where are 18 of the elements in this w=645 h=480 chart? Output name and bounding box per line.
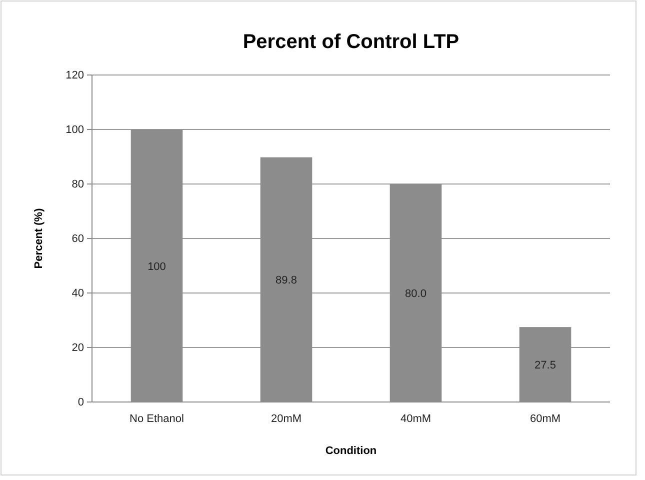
y-tick-label: 20 [72, 342, 84, 354]
chart-title: Percent of Control LTP [242, 31, 460, 53]
x-tick-label: 60mM [530, 412, 561, 425]
data-label: 100 [148, 260, 166, 273]
y-tick-label: 0 [78, 396, 84, 409]
x-tick-label: No Ethanol [130, 412, 184, 425]
data-label: 80.0 [405, 288, 426, 300]
y-tick-label: 100 [66, 124, 84, 136]
x-axis-title: Condition [325, 445, 377, 457]
y-tick-label: 120 [66, 70, 84, 82]
y-tick-label: 80 [72, 178, 84, 191]
y-tick-label: 40 [72, 288, 84, 300]
data-label: 27.5 [534, 360, 556, 372]
y-tick-label: 60 [72, 233, 84, 246]
x-tick-label: 40mM [400, 412, 432, 425]
x-tick-label: 20mM [270, 412, 302, 425]
data-label: 89.8 [276, 274, 297, 287]
y-axis-title: Percent (%) [33, 208, 45, 269]
